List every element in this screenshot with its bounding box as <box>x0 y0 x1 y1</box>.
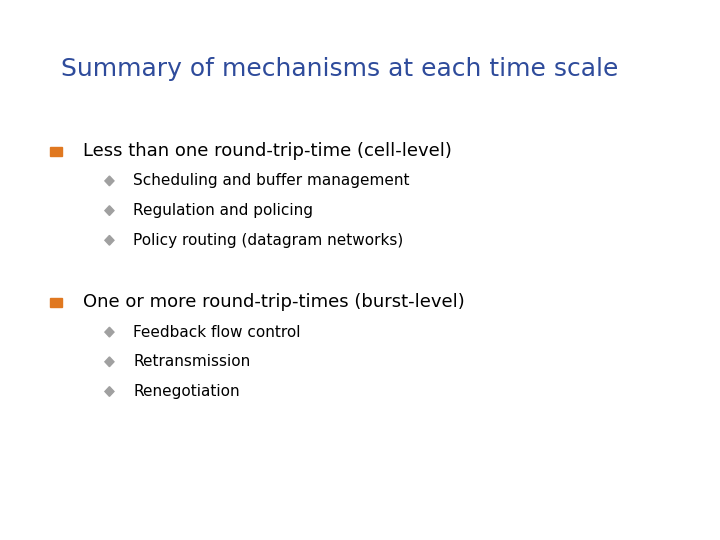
Polygon shape <box>105 176 114 186</box>
Text: Summary of mechanisms at each time scale: Summary of mechanisms at each time scale <box>61 57 618 80</box>
Text: Retransmission: Retransmission <box>133 354 251 369</box>
Polygon shape <box>105 387 114 396</box>
Text: Scheduling and buffer management: Scheduling and buffer management <box>133 173 410 188</box>
Polygon shape <box>105 327 114 337</box>
Polygon shape <box>105 206 114 215</box>
Text: Feedback flow control: Feedback flow control <box>133 325 301 340</box>
Bar <box>50 147 62 156</box>
Polygon shape <box>105 235 114 245</box>
Text: Less than one round-trip-time (cell-level): Less than one round-trip-time (cell-leve… <box>83 142 451 160</box>
Text: Regulation and policing: Regulation and policing <box>133 203 313 218</box>
Text: Renegotiation: Renegotiation <box>133 384 240 399</box>
Text: Policy routing (datagram networks): Policy routing (datagram networks) <box>133 233 403 248</box>
Text: One or more round-trip-times (burst-level): One or more round-trip-times (burst-leve… <box>83 293 464 312</box>
Bar <box>50 298 62 307</box>
Polygon shape <box>105 357 114 367</box>
